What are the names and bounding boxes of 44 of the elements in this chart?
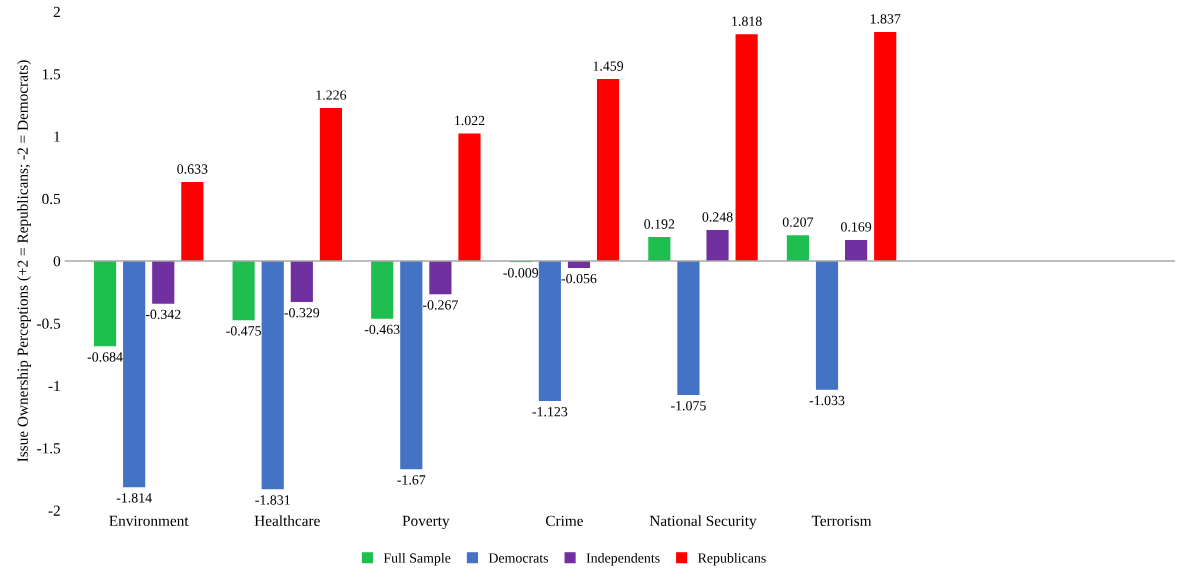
- legend-label: Independents: [586, 552, 660, 566]
- data-label: 1.818: [732, 16, 762, 26]
- data-label: 1.459: [593, 61, 624, 71]
- x-tick-label: National Security: [649, 515, 757, 530]
- data-label: -0.342: [145, 309, 181, 320]
- data-label: -1.075: [671, 401, 706, 411]
- data-label: -0.463: [364, 324, 400, 335]
- data-label: -1.033: [809, 395, 845, 406]
- legend-label: Republicans: [698, 552, 766, 566]
- data-label: -0.009: [503, 268, 539, 278]
- x-tick-label: Terrorism: [811, 515, 872, 527]
- data-label: -1.814: [116, 493, 152, 503]
- data-label: 0.192: [644, 219, 675, 229]
- y-tick-label: 1.5: [42, 69, 61, 80]
- legend-label: Democrats: [488, 553, 549, 563]
- data-label: 0.633: [177, 164, 208, 174]
- y-tick-label: 0.5: [42, 193, 61, 205]
- data-label: -0.475: [226, 326, 262, 336]
- y-tick-label: -1: [48, 380, 60, 391]
- x-tick-label: Crime: [545, 515, 583, 527]
- data-label: 0.169: [841, 222, 872, 232]
- data-label: 0.207: [782, 217, 814, 227]
- data-label: -0.684: [87, 352, 123, 362]
- x-tick-label: Poverty: [402, 515, 450, 530]
- data-label: 0.248: [702, 212, 733, 222]
- y-tick-label: -0.5: [37, 318, 61, 329]
- legend-label: Full Sample: [383, 552, 451, 566]
- y-tick-label: -2: [48, 505, 60, 516]
- data-label: -1.123: [532, 407, 568, 417]
- data-label: -1.67: [397, 475, 426, 485]
- y-tick-label: 0: [53, 256, 61, 267]
- y-axis-title: Issue Ownership Perceptions (+2 = Republicans; -2 = Democrats): [17, 60, 31, 462]
- data-label: -0.329: [284, 307, 320, 318]
- y-tick-label: 1: [54, 131, 60, 142]
- y-tick-label: 2: [53, 6, 60, 17]
- x-tick-label: Environment: [109, 515, 189, 527]
- data-label: -1.831: [255, 495, 290, 505]
- x-tick-label: Healthcare: [254, 515, 320, 527]
- data-label: -0.267: [422, 300, 458, 310]
- data-label: 1.837: [870, 14, 901, 24]
- data-label: -0.056: [561, 273, 597, 284]
- data-label: 1.226: [316, 90, 347, 100]
- y-tick-label: -1.5: [37, 443, 61, 454]
- data-label: 1.022: [455, 115, 485, 126]
